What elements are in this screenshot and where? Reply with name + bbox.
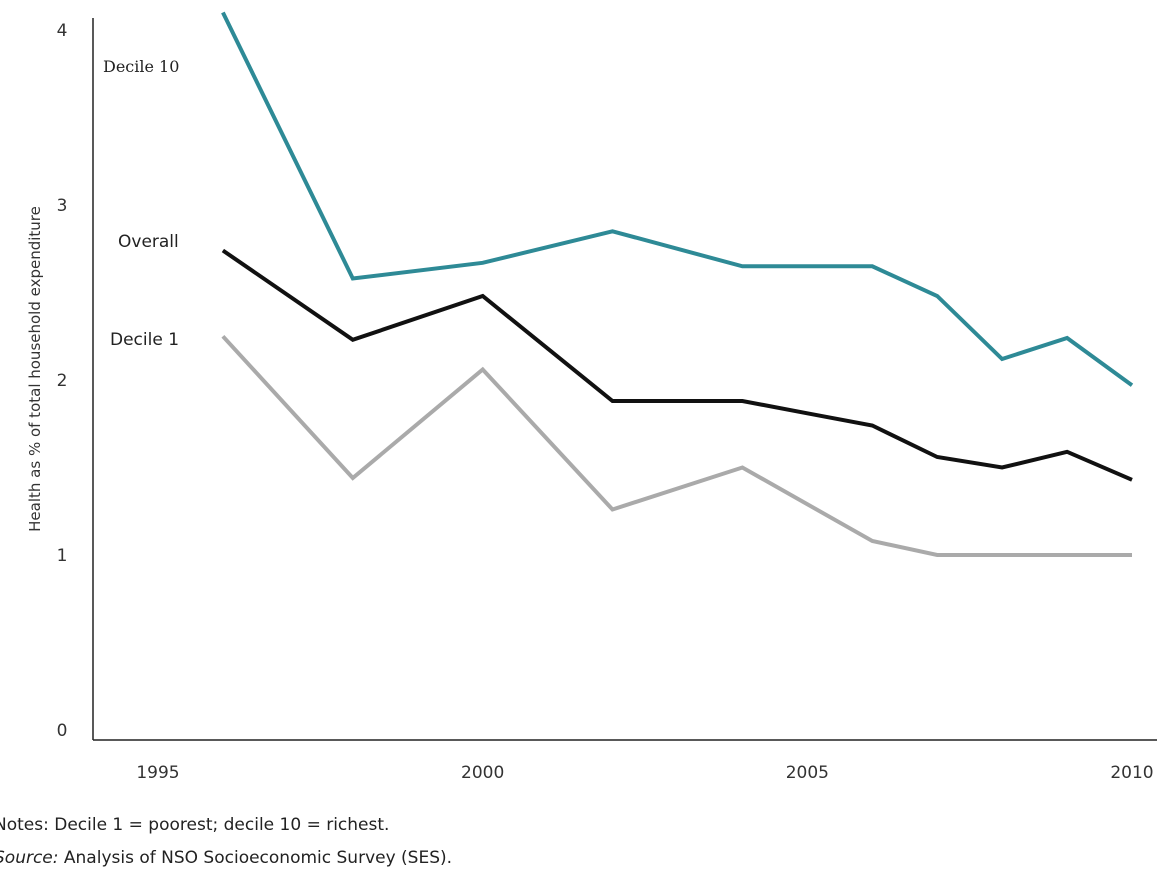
series-line-overall xyxy=(221,248,1133,482)
series-label-decile-1: Decile 1 xyxy=(110,330,179,350)
x-tick-label: 1995 xyxy=(136,763,179,783)
y-tick-label: 2 xyxy=(57,371,68,391)
series-label-decile-10: Decile 10 xyxy=(103,57,179,76)
x-tick-label: 2010 xyxy=(1110,763,1153,783)
notes-text: Notes: Decile 1 = poorest; decile 10 = r… xyxy=(0,815,390,835)
y-tick-label: 0 xyxy=(57,721,68,741)
series-label-overall: Overall xyxy=(118,232,179,252)
y-tick-label: 4 xyxy=(57,21,68,41)
y-tick-label: 1 xyxy=(57,546,68,566)
line-chart: 0 1 2 3 4 1995 2000 2005 2010 Health as % of tota… xyxy=(26,11,1157,783)
source-note: Source: Analysis of NSO Socioeconomic Su… xyxy=(0,848,452,868)
y-axis-label: Health as % of total household expenditu… xyxy=(26,206,44,532)
y-tick-label: 3 xyxy=(57,196,68,216)
source-text: Analysis of NSO Socioeconomic Survey (SE… xyxy=(58,848,453,868)
series-line-decile-10 xyxy=(221,11,1134,387)
series-line-decile-1 xyxy=(221,334,1132,557)
source-label: Source: xyxy=(0,848,59,868)
x-tick-label: 2005 xyxy=(786,763,829,783)
x-tick-label: 2000 xyxy=(461,763,504,783)
